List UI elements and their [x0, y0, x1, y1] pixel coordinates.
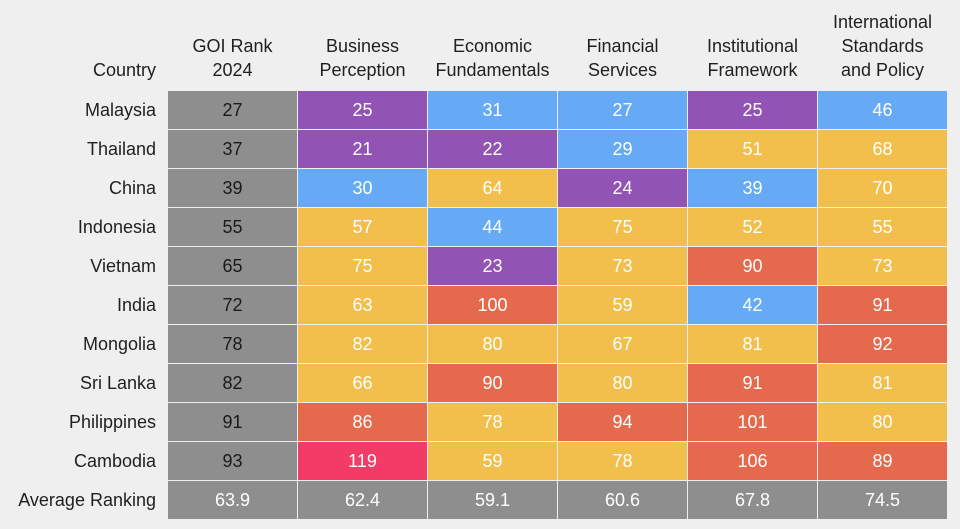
cell-thailand-2: 22: [428, 130, 557, 168]
cell-malaysia-2: 31: [428, 91, 557, 129]
cell-sri-lanka-1: 66: [298, 364, 427, 402]
cell-india-1: 63: [298, 286, 427, 324]
cell-india-4: 42: [688, 286, 817, 324]
column-header-international-standards-and-policy: International Standards and Policy: [808, 10, 957, 82]
cell-cambodia-4: 106: [688, 442, 817, 480]
cell-mongolia-0: 78: [168, 325, 297, 363]
column-header-line: 2024: [212, 60, 253, 80]
cell-cambodia-3: 78: [558, 442, 687, 480]
column-header-business-perception: Business Perception: [288, 34, 437, 82]
cell-thailand-0: 37: [168, 130, 297, 168]
cell-china-4: 39: [688, 169, 817, 207]
column-header-line: GOI Rank: [192, 36, 273, 56]
column-header-economic-fundamentals: Economic Fundamentals: [418, 34, 567, 82]
cell-indonesia-2: 44: [428, 208, 557, 246]
cell-china-1: 30: [298, 169, 427, 207]
cell-vietnam-1: 75: [298, 247, 427, 285]
cell-china-5: 70: [818, 169, 947, 207]
cell-vietnam-4: 90: [688, 247, 817, 285]
cell-china-2: 64: [428, 169, 557, 207]
column-header-country: Country: [92, 60, 156, 80]
cell-sri-lanka-2: 90: [428, 364, 557, 402]
cell-average-3: 60.6: [558, 481, 687, 519]
row-label-cambodia: Cambodia: [73, 451, 156, 471]
cell-average-1: 62.4: [298, 481, 427, 519]
cell-malaysia-1: 25: [298, 91, 427, 129]
cell-china-3: 24: [558, 169, 687, 207]
column-header-institutional-framework: Institutional Framework: [678, 34, 827, 82]
cell-thailand-5: 68: [818, 130, 947, 168]
cell-philippines-1: 86: [298, 403, 427, 441]
cell-china-0: 39: [168, 169, 297, 207]
column-header-line: Services: [587, 60, 658, 80]
cell-malaysia-0: 27: [168, 91, 297, 129]
column-header-line: Financial: [586, 36, 659, 56]
cell-vietnam-3: 73: [558, 247, 687, 285]
column-header-line: Framework: [707, 60, 798, 80]
cell-cambodia-1: 119: [298, 442, 427, 480]
cell-indonesia-4: 52: [688, 208, 817, 246]
cell-average-2: 59.1: [428, 481, 557, 519]
cell-vietnam-2: 23: [428, 247, 557, 285]
cell-malaysia-4: 25: [688, 91, 817, 129]
row-label-philippines: Philippines: [68, 412, 156, 432]
row-label-average-ranking: Average Ranking: [18, 490, 156, 510]
row-label-vietnam: Vietnam: [90, 256, 156, 276]
cell-malaysia-5: 46: [818, 91, 947, 129]
row-label-sri-lanka: Sri Lanka: [79, 373, 156, 393]
cell-average-0: 63.9: [168, 481, 297, 519]
cell-sri-lanka-3: 80: [558, 364, 687, 402]
row-label-thailand: Thailand: [86, 139, 156, 159]
cell-mongolia-1: 82: [298, 325, 427, 363]
cell-average-5: 74.5: [818, 481, 947, 519]
cell-vietnam-5: 73: [818, 247, 947, 285]
cell-sri-lanka-0: 82: [168, 364, 297, 402]
cell-indonesia-3: 75: [558, 208, 687, 246]
cell-philippines-4: 101: [688, 403, 817, 441]
column-header-line: Standards: [841, 36, 924, 56]
cell-indonesia-1: 57: [298, 208, 427, 246]
column-header-line: Fundamentals: [435, 60, 550, 80]
cell-thailand-1: 21: [298, 130, 427, 168]
cell-indonesia-5: 55: [818, 208, 947, 246]
cell-mongolia-4: 81: [688, 325, 817, 363]
column-header-line: Economic: [452, 36, 533, 56]
cell-philippines-0: 91: [168, 403, 297, 441]
column-header-line: International: [832, 12, 933, 32]
column-header-line: and Policy: [840, 60, 925, 80]
cell-mongolia-2: 80: [428, 325, 557, 363]
cell-cambodia-2: 59: [428, 442, 557, 480]
cell-india-0: 72: [168, 286, 297, 324]
row-label-indonesia: Indonesia: [77, 217, 156, 237]
cell-sri-lanka-4: 91: [688, 364, 817, 402]
cell-india-2: 100: [428, 286, 557, 324]
column-header-line: Business: [325, 36, 400, 56]
cell-india-5: 91: [818, 286, 947, 324]
cell-philippines-5: 80: [818, 403, 947, 441]
cell-mongolia-5: 92: [818, 325, 947, 363]
cell-indonesia-0: 55: [168, 208, 297, 246]
cell-cambodia-0: 93: [168, 442, 297, 480]
cell-cambodia-5: 89: [818, 442, 947, 480]
cell-mongolia-3: 67: [558, 325, 687, 363]
column-header-goi-rank-2024: GOI Rank 2024: [158, 34, 307, 82]
column-header-line: Perception: [319, 60, 406, 80]
column-header-line: Institutional: [706, 36, 799, 56]
row-label-china: China: [108, 178, 156, 198]
cell-philippines-3: 94: [558, 403, 687, 441]
column-header-financial-services: Financial Services: [548, 34, 697, 82]
cell-vietnam-0: 65: [168, 247, 297, 285]
cell-india-3: 59: [558, 286, 687, 324]
cell-philippines-2: 78: [428, 403, 557, 441]
cell-thailand-3: 29: [558, 130, 687, 168]
cell-sri-lanka-5: 81: [818, 364, 947, 402]
cell-thailand-4: 51: [688, 130, 817, 168]
row-label-malaysia: Malaysia: [84, 100, 156, 120]
row-label-mongolia: Mongolia: [82, 334, 156, 354]
cell-average-4: 67.8: [688, 481, 817, 519]
cell-malaysia-3: 27: [558, 91, 687, 129]
row-label-india: India: [116, 295, 156, 315]
